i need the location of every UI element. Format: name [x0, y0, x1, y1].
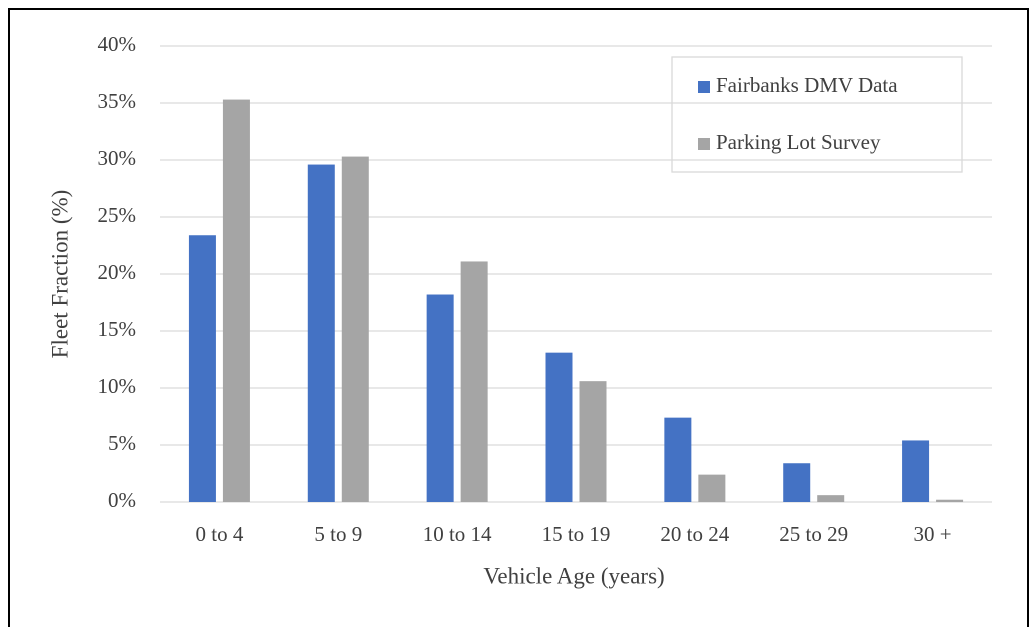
bar: [188, 235, 216, 503]
y-tick-label: 10%: [98, 374, 137, 398]
x-tick-label: 25 to 29: [779, 522, 848, 546]
x-tick-label: 5 to 9: [314, 522, 362, 546]
x-tick-label: 30 +: [914, 522, 952, 546]
y-axis-title: Fleet Fraction (%): [47, 190, 72, 359]
bar: [545, 352, 573, 502]
bar: [902, 440, 930, 502]
bar: [341, 156, 369, 502]
x-tick-label: 10 to 14: [423, 522, 492, 546]
legend-box: [671, 56, 963, 173]
bar: [664, 417, 692, 502]
frame: [8, 8, 1029, 627]
bar: [307, 164, 335, 502]
bar: [460, 261, 488, 502]
x-tick-label: 20 to 24: [660, 522, 729, 546]
y-tick-label: 0%: [108, 488, 136, 512]
bar: [936, 499, 964, 502]
bar: [426, 294, 454, 502]
legend-swatch: [698, 138, 710, 150]
bar: [783, 463, 811, 502]
bar: [817, 495, 845, 502]
x-axis-title: Vehicle Age (years): [483, 563, 664, 588]
bar: [698, 474, 726, 502]
bar: [222, 99, 250, 502]
legend-swatch: [698, 81, 710, 93]
bar: [579, 381, 607, 502]
legend-label: Parking Lot Survey: [716, 130, 881, 154]
y-tick-label: 15%: [98, 317, 137, 341]
y-tick-label: 20%: [98, 260, 137, 284]
y-tick-label: 40%: [98, 32, 137, 56]
y-tick-label: 35%: [98, 89, 137, 113]
y-tick-label: 25%: [98, 203, 137, 227]
y-tick-label: 5%: [108, 431, 136, 455]
x-tick-label: 15 to 19: [542, 522, 611, 546]
x-tick-label: 0 to 4: [196, 522, 244, 546]
legend-label: Fairbanks DMV Data: [716, 73, 898, 97]
y-tick-label: 30%: [98, 146, 137, 170]
